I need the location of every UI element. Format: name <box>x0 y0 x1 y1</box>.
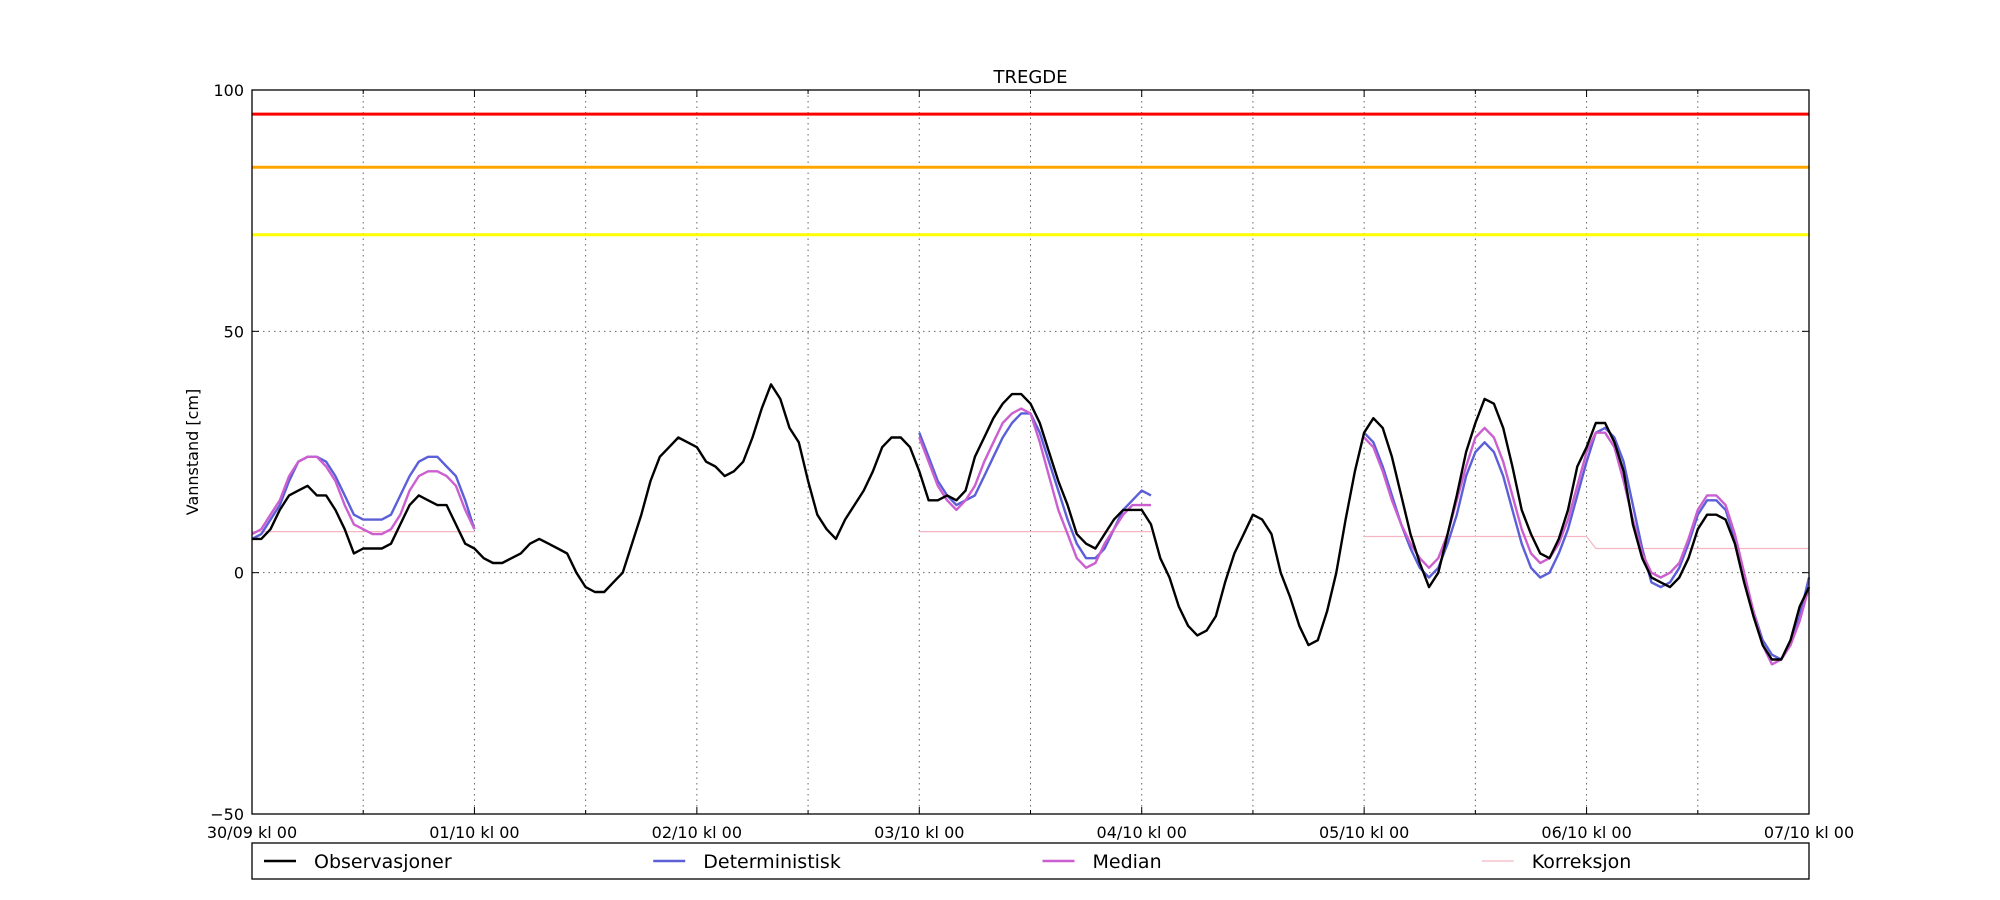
plot-area-frame <box>251 89 1810 815</box>
legend-label-korreksjon: Korreksjon <box>1532 851 1632 873</box>
legend-label-median: Median <box>1093 851 1162 873</box>
axis-ticks: 30/09 kl 00 01/10 kl 00 02/10 kl 00 03/10 k… <box>207 81 1854 842</box>
y-axis-label: Vannstand [cm] <box>183 389 202 515</box>
data-series <box>251 383 1811 666</box>
x-tick-label: 06/10 kl 00 <box>1541 823 1631 842</box>
y-tick-label: 100 <box>213 81 244 100</box>
series-line-observasjoner <box>252 383 1811 661</box>
x-tick-label: 07/10 kl 00 <box>1764 823 1854 842</box>
legend: Observasjoner Deterministisk Median Korreks… <box>251 842 1810 880</box>
series-line-median <box>251 455 476 536</box>
y-tick-label: 0 <box>234 564 244 583</box>
x-tick-label: 30/09 kl 00 <box>207 823 297 842</box>
legend-label-observasjoner: Observasjoner <box>314 851 452 873</box>
x-tick-label: 01/10 kl 00 <box>429 823 519 842</box>
series-line-deterministisk <box>251 455 476 540</box>
y-tick-label: −50 <box>210 805 244 824</box>
y-tick-label: 50 <box>224 322 244 341</box>
x-tick-label: 02/10 kl 00 <box>652 823 742 842</box>
series-line-korreksjon <box>1364 535 1809 550</box>
x-tick-label: 04/10 kl 00 <box>1097 823 1187 842</box>
grid-lines <box>252 90 1809 814</box>
chart-title: TREGDE <box>992 67 1067 88</box>
threshold-lines <box>252 112 1809 237</box>
x-tick-label: 05/10 kl 00 <box>1319 823 1409 842</box>
legend-box <box>251 842 1810 880</box>
x-tick-label: 03/10 kl 00 <box>874 823 964 842</box>
series-line-median <box>918 407 1151 569</box>
legend-label-deterministisk: Deterministisk <box>703 851 841 873</box>
series-line-median <box>1363 426 1811 666</box>
series-line-deterministisk <box>918 412 1152 560</box>
